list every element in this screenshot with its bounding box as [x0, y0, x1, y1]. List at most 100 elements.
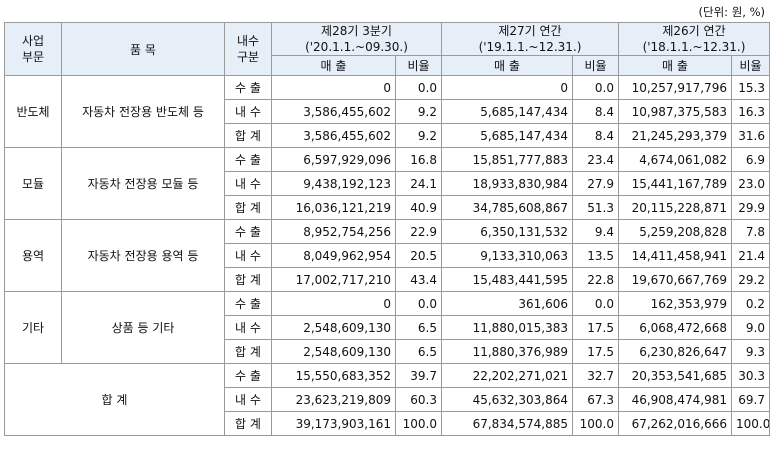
sales-cell: 15,550,683,352	[271, 363, 396, 388]
ratio-cell: 8.4	[572, 99, 619, 124]
sales-cell: 67,834,574,885	[441, 411, 573, 436]
ratio-cell: 24.1	[395, 171, 442, 196]
sales-cell: 10,987,375,583	[618, 99, 732, 124]
ratio-cell: 67.3	[572, 387, 619, 412]
ratio-cell: 7.8	[731, 219, 770, 244]
type-cell: 합 계	[224, 267, 272, 292]
ratio-cell: 8.4	[572, 123, 619, 148]
type-cell: 수 출	[224, 75, 272, 100]
sales-cell: 67,262,016,666	[618, 411, 732, 436]
ratio-cell: 39.7	[395, 363, 442, 388]
type-cell: 내 수	[224, 315, 272, 340]
ratio-cell: 0.0	[395, 75, 442, 100]
sales-cell: 17,002,717,210	[271, 267, 396, 292]
ratio-cell: 23.4	[572, 147, 619, 172]
total-row: 합 계 39,173,903,161 100.0 67,834,574,885 100.…	[5, 411, 770, 436]
ratio-cell: 6.9	[731, 147, 770, 172]
header-period-26: 제26기 연간 ('18.1.1.~12.31.)	[618, 22, 770, 56]
sales-cell: 22,202,271,021	[441, 363, 573, 388]
ratio-cell: 17.5	[572, 315, 619, 340]
ratio-cell: 23.0	[731, 171, 770, 196]
sales-cell: 34,785,608,867	[441, 195, 573, 220]
sales-cell: 3,586,455,602	[271, 99, 396, 124]
sales-cell: 5,259,208,828	[618, 219, 732, 244]
type-cell: 수 출	[224, 363, 272, 388]
sales-cell: 11,880,376,989	[441, 339, 573, 364]
ratio-cell: 22.9	[395, 219, 442, 244]
table-row: 합 계 16,036,121,219 40.9 34,785,608,867 51.3 2…	[5, 195, 770, 220]
ratio-cell: 60.3	[395, 387, 442, 412]
type-cell: 합 계	[224, 411, 272, 436]
sales-cell: 9,133,310,063	[441, 243, 573, 268]
sales-cell: 8,952,754,256	[271, 219, 396, 244]
ratio-cell: 100.0	[572, 411, 619, 436]
ratio-cell: 0.0	[395, 291, 442, 316]
header-period-28: 제28기 3분기 ('20.1.1.~09.30.)	[271, 22, 442, 56]
sales-cell: 10,257,917,796	[618, 75, 732, 100]
segment-cell: 반도체	[4, 75, 62, 148]
ratio-cell: 31.6	[731, 123, 770, 148]
type-cell: 수 출	[224, 291, 272, 316]
segment-cell: 용역	[4, 219, 62, 292]
sales-cell: 21,245,293,379	[618, 123, 732, 148]
sales-cell: 23,623,219,809	[271, 387, 396, 412]
header-ratio: 비율	[395, 55, 442, 76]
ratio-cell: 40.9	[395, 195, 442, 220]
ratio-cell: 100.0	[731, 411, 770, 436]
sales-cell: 162,353,979	[618, 291, 732, 316]
total-label-cell: 합 계	[4, 363, 225, 436]
ratio-cell: 0.2	[731, 291, 770, 316]
sales-cell: 6,597,929,096	[271, 147, 396, 172]
header-period-27: 제27기 연간 ('19.1.1.~12.31.)	[441, 22, 619, 56]
item-cell: 자동차 전장용 용역 등	[61, 219, 225, 292]
sales-cell: 19,670,667,769	[618, 267, 732, 292]
segment-cell: 모듈	[4, 147, 62, 220]
ratio-cell: 100.0	[395, 411, 442, 436]
ratio-cell: 43.4	[395, 267, 442, 292]
sales-cell: 9,438,192,123	[271, 171, 396, 196]
type-cell: 내 수	[224, 243, 272, 268]
header-type: 내수 구분	[224, 22, 272, 76]
sales-cell: 20,115,228,871	[618, 195, 732, 220]
item-cell: 상품 등 기타	[61, 291, 225, 364]
sales-cell: 0	[271, 291, 396, 316]
item-cell: 자동차 전장용 반도체 등	[61, 75, 225, 148]
ratio-cell: 9.4	[572, 219, 619, 244]
table-row: 내 수 3,586,455,602 9.2 5,685,147,434 8.4 10,98…	[5, 99, 770, 124]
type-cell: 내 수	[224, 387, 272, 412]
ratio-cell: 29.2	[731, 267, 770, 292]
ratio-cell: 15.3	[731, 75, 770, 100]
sales-cell: 0	[441, 75, 573, 100]
table-row: 기타 상품 등 기타 수 출 0 0.0 361,606 0.0 162,353,979 0.2	[4, 291, 770, 364]
sales-cell: 0	[271, 75, 396, 100]
type-cell: 합 계	[224, 123, 272, 148]
sales-cell: 2,548,609,130	[271, 315, 396, 340]
sales-cell: 6,350,131,532	[441, 219, 573, 244]
ratio-cell: 9.3	[731, 339, 770, 364]
ratio-cell: 6.5	[395, 339, 442, 364]
table-row: 내 수 8,049,962,954 20.5 9,133,310,063 13.5 14,…	[5, 243, 770, 268]
sales-cell: 16,036,121,219	[271, 195, 396, 220]
ratio-cell: 20.5	[395, 243, 442, 268]
sales-cell: 6,230,826,647	[618, 339, 732, 364]
header-sales: 매 출	[441, 55, 573, 76]
ratio-cell: 32.7	[572, 363, 619, 388]
ratio-cell: 22.8	[572, 267, 619, 292]
type-cell: 수 출	[224, 219, 272, 244]
ratio-cell: 27.9	[572, 171, 619, 196]
ratio-cell: 13.5	[572, 243, 619, 268]
sales-cell: 20,353,541,685	[618, 363, 732, 388]
ratio-cell: 9.2	[395, 123, 442, 148]
ratio-cell: 0.0	[572, 291, 619, 316]
ratio-cell: 29.9	[731, 195, 770, 220]
sales-cell: 11,880,015,383	[441, 315, 573, 340]
table-row: 내 수 2,548,609,130 6.5 11,880,015,383 17.5 6,0…	[5, 315, 770, 340]
table-row: 합 계 3,586,455,602 9.2 5,685,147,434 8.4 21,24…	[5, 123, 770, 148]
sales-cell: 15,851,777,883	[441, 147, 573, 172]
type-cell: 내 수	[224, 171, 272, 196]
sales-cell: 46,908,474,981	[618, 387, 732, 412]
